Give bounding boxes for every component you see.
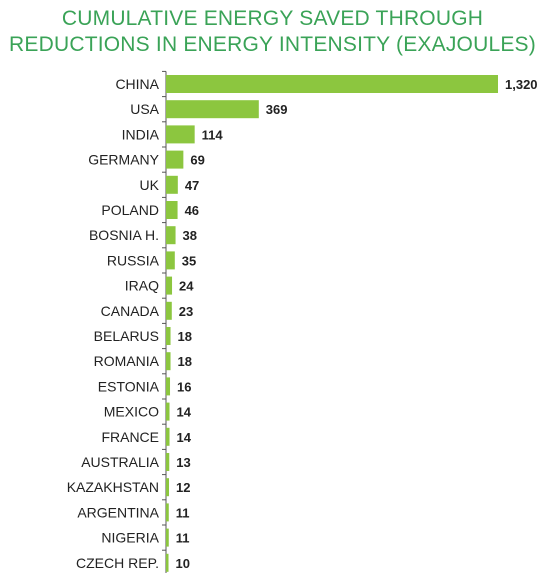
bar-16	[166, 478, 170, 497]
bar-0	[166, 75, 498, 93]
value-label-1: 369	[266, 102, 288, 117]
bar-11	[166, 352, 171, 371]
category-label-11: ROMANIA	[94, 353, 160, 369]
value-label-17: 11	[176, 505, 190, 520]
category-label-18: NIGERIA	[101, 530, 159, 546]
category-label-3: GERMANY	[88, 152, 159, 168]
value-label-4: 47	[185, 178, 199, 193]
bar-19	[166, 553, 169, 572]
category-label-14: FRANCE	[101, 429, 159, 445]
value-label-19: 10	[176, 556, 190, 571]
value-label-3: 69	[190, 153, 204, 168]
chart-title-line-1: CUMULATIVE ENERGY SAVED THROUGH	[61, 7, 484, 30]
bar-5	[166, 201, 178, 219]
value-label-8: 24	[179, 279, 194, 294]
value-label-6: 38	[183, 228, 197, 243]
category-label-15: AUSTRALIA	[81, 454, 159, 470]
category-label-8: IRAQ	[125, 278, 159, 294]
bar-9	[166, 301, 172, 320]
bar-4	[166, 175, 178, 194]
bar-7	[166, 251, 175, 270]
value-label-0: 1,320	[505, 77, 538, 92]
category-label-1: USA	[130, 101, 159, 117]
bar-15	[166, 453, 170, 471]
bar-14	[166, 427, 170, 446]
category-label-2: INDIA	[122, 126, 160, 142]
value-label-18: 11	[176, 531, 190, 546]
value-label-7: 35	[182, 253, 196, 268]
category-label-10: BELARUS	[94, 328, 159, 344]
chart-title-line-2: REDUCTIONS IN ENERGY INTENSITY (EXAJOULE…	[9, 33, 536, 56]
value-label-12: 16	[177, 379, 191, 394]
bar-1	[166, 100, 259, 119]
category-label-19: CZECH REP.	[76, 555, 159, 571]
category-label-6: BOSNIA H.	[89, 227, 159, 243]
value-label-10: 18	[178, 329, 192, 344]
category-label-16: KAZAKHSTAN	[67, 479, 159, 495]
bar-10	[166, 327, 171, 345]
category-label-5: POLAND	[101, 202, 159, 218]
bar-2	[166, 125, 195, 144]
bar-6	[166, 226, 176, 245]
value-label-16: 12	[176, 480, 190, 495]
category-label-7: RUSSIA	[107, 252, 160, 268]
category-label-9: CANADA	[101, 303, 160, 319]
value-label-5: 46	[185, 203, 199, 218]
bar-8	[166, 276, 173, 295]
value-label-13: 14	[177, 405, 192, 420]
bar-18	[166, 528, 169, 547]
category-label-13: MEXICO	[104, 404, 159, 420]
category-label-4: UK	[140, 177, 160, 193]
bar-13	[166, 402, 170, 421]
value-label-9: 23	[179, 304, 193, 319]
bar-12	[166, 377, 171, 396]
bar-17	[166, 503, 169, 522]
value-label-2: 114	[202, 127, 224, 142]
value-label-15: 13	[176, 455, 190, 470]
category-label-12: ESTONIA	[98, 378, 160, 394]
category-label-17: ARGENTINA	[77, 504, 159, 520]
category-label-0: CHINA	[115, 76, 159, 92]
value-label-14: 14	[177, 430, 192, 445]
value-label-11: 18	[178, 354, 192, 369]
bar-3	[166, 150, 184, 169]
